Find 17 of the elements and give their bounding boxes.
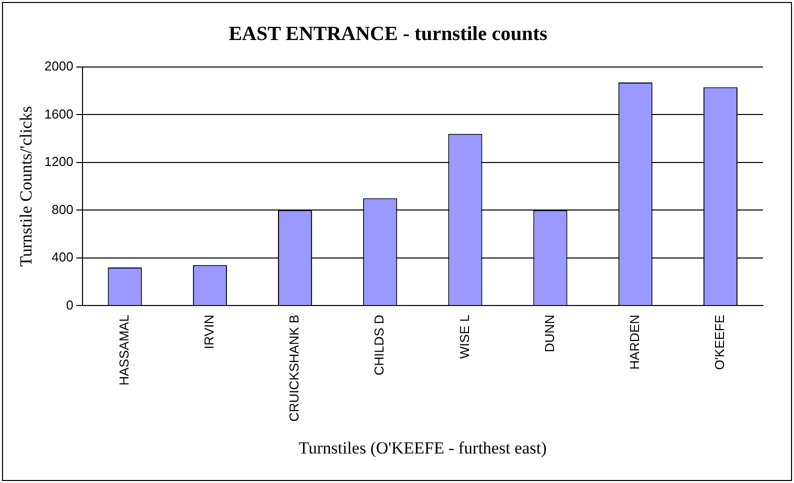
x-tick-label: CHILDS D bbox=[372, 314, 387, 376]
x-tick-label: HARDEN bbox=[626, 314, 642, 370]
y-tick-label: 800 bbox=[52, 202, 74, 217]
x-tick-label: O'KEEFE bbox=[712, 314, 728, 370]
chart-title: EAST ENTRANCE - turnstile counts bbox=[228, 23, 548, 46]
y-axis-title: Turnstile Counts/'clicks bbox=[16, 106, 36, 267]
y-tick-label: 1200 bbox=[44, 154, 74, 170]
y-tick-label: 1600 bbox=[44, 106, 74, 122]
y-tick-label: 2000 bbox=[44, 58, 74, 74]
x-tick-label: WISE L bbox=[456, 314, 472, 359]
y-tick-label: 0 bbox=[66, 297, 74, 312]
x-tick-label: IRVIN bbox=[202, 314, 217, 350]
x-tick-label: HASSAMAL bbox=[116, 314, 132, 386]
x-tick-label: DUNN bbox=[542, 314, 557, 352]
y-tick-label: 400 bbox=[52, 250, 74, 265]
x-tick-label: CRUICKSHANK B bbox=[286, 314, 302, 422]
x-axis-title: Turnstiles (O'KEEFE - furthest east) bbox=[298, 438, 547, 458]
